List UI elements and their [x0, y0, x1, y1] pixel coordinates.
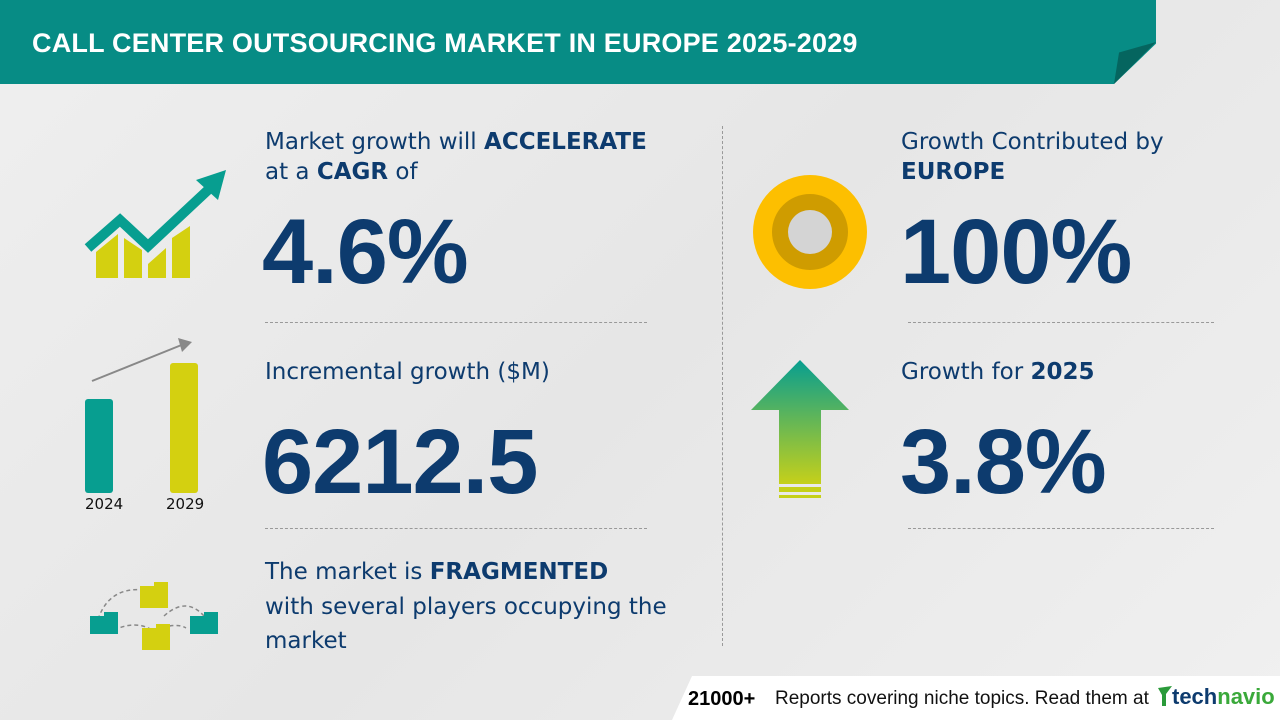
logo-navio: navio [1217, 684, 1275, 709]
footer-text: Reports covering niche topics. Read them… [775, 688, 1149, 709]
bar-2024 [85, 399, 113, 493]
up-arrow-icon [751, 360, 849, 498]
report-count: 21000+ [688, 688, 756, 710]
bar-2029 [170, 363, 198, 493]
growth-chart-icon [84, 170, 226, 278]
incremental-value: 6212.5 [262, 411, 538, 513]
technavio-leaf-icon [1158, 686, 1172, 706]
logo-tech: tech [1172, 684, 1218, 709]
region-value: 100% [900, 201, 1132, 303]
growth-year-value: 3.8% [900, 411, 1107, 513]
market-line3: market [265, 628, 347, 654]
region-donut-icon [753, 175, 867, 289]
incremental-label: Incremental growth ($M) [265, 359, 550, 385]
market-line1: The market is FRAGMENTED [265, 559, 609, 585]
fragmented-buildings-icon [90, 582, 218, 650]
technavio-logo[interactable]: technavio [1158, 684, 1275, 710]
footer-bar [672, 676, 1280, 720]
bar-label-2029: 2029 [166, 495, 205, 513]
bar-comparison-icon [85, 338, 198, 493]
region-heading-line2: EUROPE [901, 159, 1006, 185]
market-line2: with several players occupying the [265, 594, 667, 620]
divider [908, 528, 1214, 529]
bar-label-2024: 2024 [85, 495, 124, 513]
title-banner [0, 0, 1156, 84]
divider [908, 322, 1214, 323]
growth-year-label: Growth for 2025 [901, 359, 1095, 385]
cagr-heading-line1: Market growth will ACCELERATE [265, 129, 647, 155]
divider [265, 528, 647, 529]
cagr-heading-line2: at a CAGR of [265, 159, 418, 185]
region-heading-line1: Growth Contributed by [901, 129, 1164, 155]
cagr-value: 4.6% [262, 201, 469, 303]
divider [265, 322, 647, 323]
vertical-divider [722, 126, 723, 646]
page-title: CALL CENTER OUTSOURCING MARKET IN EUROPE… [32, 28, 858, 58]
